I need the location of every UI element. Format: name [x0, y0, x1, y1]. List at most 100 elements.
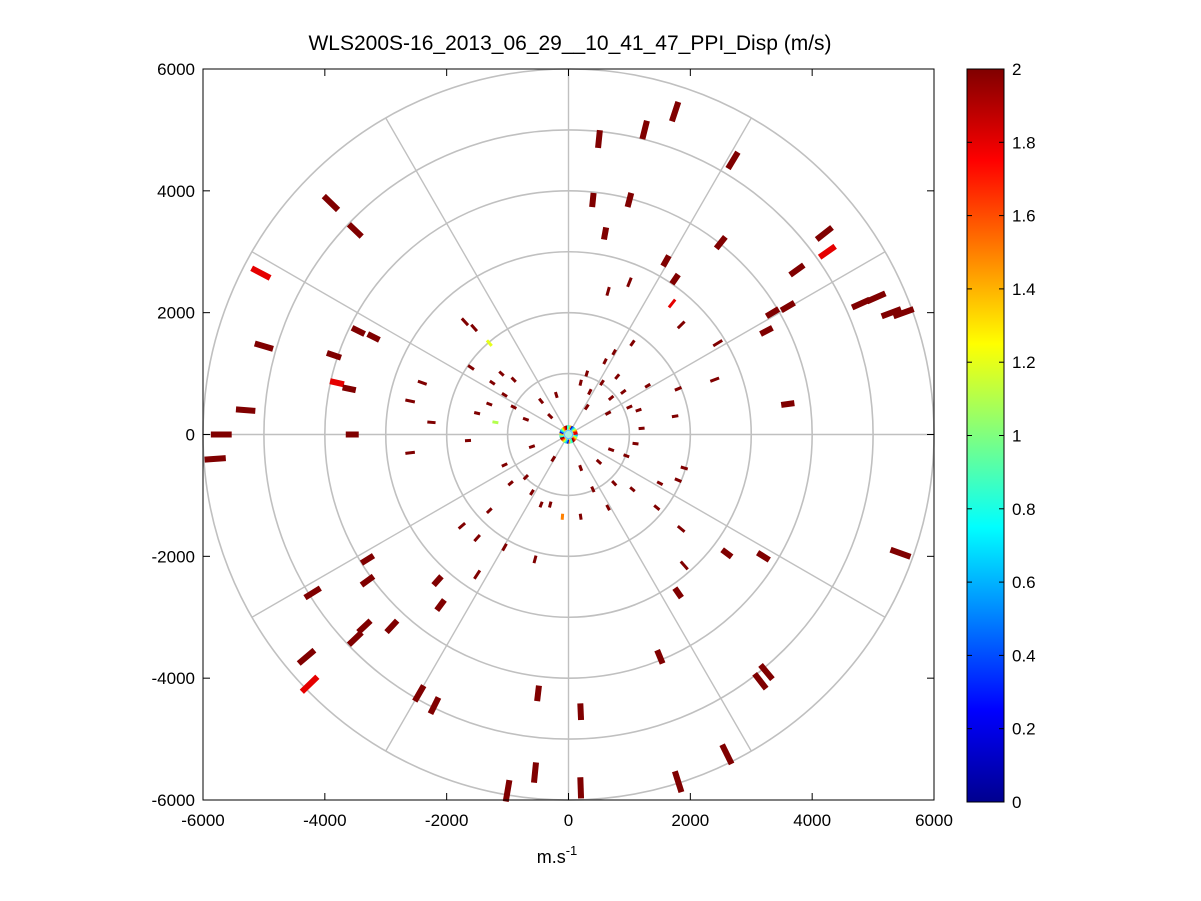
data-point: [629, 486, 636, 493]
data-point: [510, 404, 518, 410]
data-point: [720, 547, 734, 560]
data-point: [534, 685, 542, 702]
data-point: [417, 379, 428, 386]
y-tick-label: -4000: [152, 669, 195, 688]
colorbar-tick-label: 1.8: [1012, 133, 1036, 152]
data-point: [412, 684, 427, 703]
data-point: [299, 674, 320, 694]
data-point: [485, 401, 493, 407]
data-point: [502, 779, 513, 803]
data-point: [590, 485, 596, 493]
x-tick-label: -6000: [181, 811, 224, 830]
data-point: [501, 543, 508, 552]
x-axis-label-base: m.s: [537, 847, 566, 867]
data-point: [759, 325, 774, 337]
y-tick-label: 4000: [157, 182, 195, 201]
data-point: [814, 225, 834, 242]
data-point: [587, 388, 593, 396]
radial-spoke: [385, 117, 570, 435]
data-point: [522, 416, 530, 422]
data-point: [510, 376, 517, 383]
data-point: [605, 286, 611, 297]
data-point: [725, 150, 741, 171]
data-point: [611, 480, 618, 487]
data-point: [607, 394, 615, 402]
data-point: [780, 400, 795, 408]
colorbar-tick-label: 1.2: [1012, 353, 1036, 372]
x-tick-label: -4000: [303, 811, 346, 830]
data-point: [405, 450, 416, 455]
data-point: [605, 504, 611, 511]
data-points: [204, 101, 915, 803]
colorbar-tick-label: 2: [1012, 60, 1021, 79]
data-point: [329, 378, 345, 388]
data-point: [601, 226, 610, 241]
data-point: [672, 586, 684, 600]
data-point: [680, 465, 689, 471]
x-tick-label: 6000: [915, 811, 953, 830]
data-point: [538, 397, 545, 405]
data-point: [779, 300, 796, 314]
data-point: [656, 480, 664, 487]
radial-spoke: [567, 434, 752, 752]
colorbar-tick-label: 0.2: [1012, 720, 1036, 739]
data-point: [529, 489, 535, 496]
data-point: [492, 420, 499, 425]
data-point: [473, 533, 481, 543]
data-point: [501, 462, 508, 468]
y-tick-label: -2000: [152, 547, 195, 566]
data-point: [577, 777, 585, 799]
data-point: [676, 320, 686, 330]
x-axis-label: m.s-1: [537, 843, 578, 867]
data-point: [611, 348, 617, 356]
y-tick-label: 0: [186, 426, 195, 445]
data-point: [629, 339, 636, 347]
data-point: [325, 350, 342, 361]
data-point: [366, 331, 381, 343]
data-point: [674, 386, 683, 392]
data-point: [644, 382, 652, 389]
data-point: [667, 298, 677, 309]
data-point: [485, 507, 493, 515]
data-point: [626, 404, 633, 410]
data-point: [752, 671, 769, 691]
x-tick-label: -2000: [425, 811, 468, 830]
data-point: [578, 379, 583, 386]
data-point: [531, 762, 539, 784]
y-tick-label: 2000: [157, 304, 195, 323]
data-point: [758, 663, 775, 682]
colorbar-tick-label: 0: [1012, 793, 1021, 812]
data-point: [626, 277, 633, 288]
data-point: [583, 403, 590, 411]
x-axis-ticks: -6000 -4000 -2000 0 2000 4000 6000: [181, 69, 953, 830]
data-point: [489, 379, 496, 386]
colorbar-tick-label: 0.6: [1012, 573, 1036, 592]
data-point: [359, 573, 376, 588]
data-point: [550, 455, 557, 463]
data-point: [470, 323, 479, 333]
data-point: [719, 743, 735, 766]
data-point: [669, 101, 682, 123]
data-point: [457, 521, 467, 530]
data-point: [384, 618, 400, 635]
colorbar-tick-label: 1.6: [1012, 207, 1036, 226]
chart-title: WLS200S-16_2013_06_29__10_41_47_PPI_Disp…: [308, 32, 831, 55]
data-point: [204, 455, 226, 463]
colorbar-tick-label: 1.4: [1012, 280, 1036, 299]
data-point: [342, 384, 357, 394]
data-point: [346, 222, 364, 239]
data-point: [660, 254, 672, 268]
data-point: [405, 398, 416, 404]
data-point: [578, 513, 583, 520]
colorbar: 0 0.2 0.4 0.6 0.8 1 1.2 1.4 1.6 1.8 2: [966, 60, 1036, 812]
x-tick-label: 2000: [671, 811, 709, 830]
colorbar-tick-label: 1: [1012, 427, 1021, 446]
data-point: [671, 770, 685, 794]
y-tick-label: 6000: [157, 60, 195, 79]
x-tick-label: 4000: [793, 811, 831, 830]
data-point: [532, 555, 538, 564]
colorbar-tick-label: 0.8: [1012, 500, 1036, 519]
data-point: [679, 560, 689, 571]
data-point: [817, 243, 837, 260]
